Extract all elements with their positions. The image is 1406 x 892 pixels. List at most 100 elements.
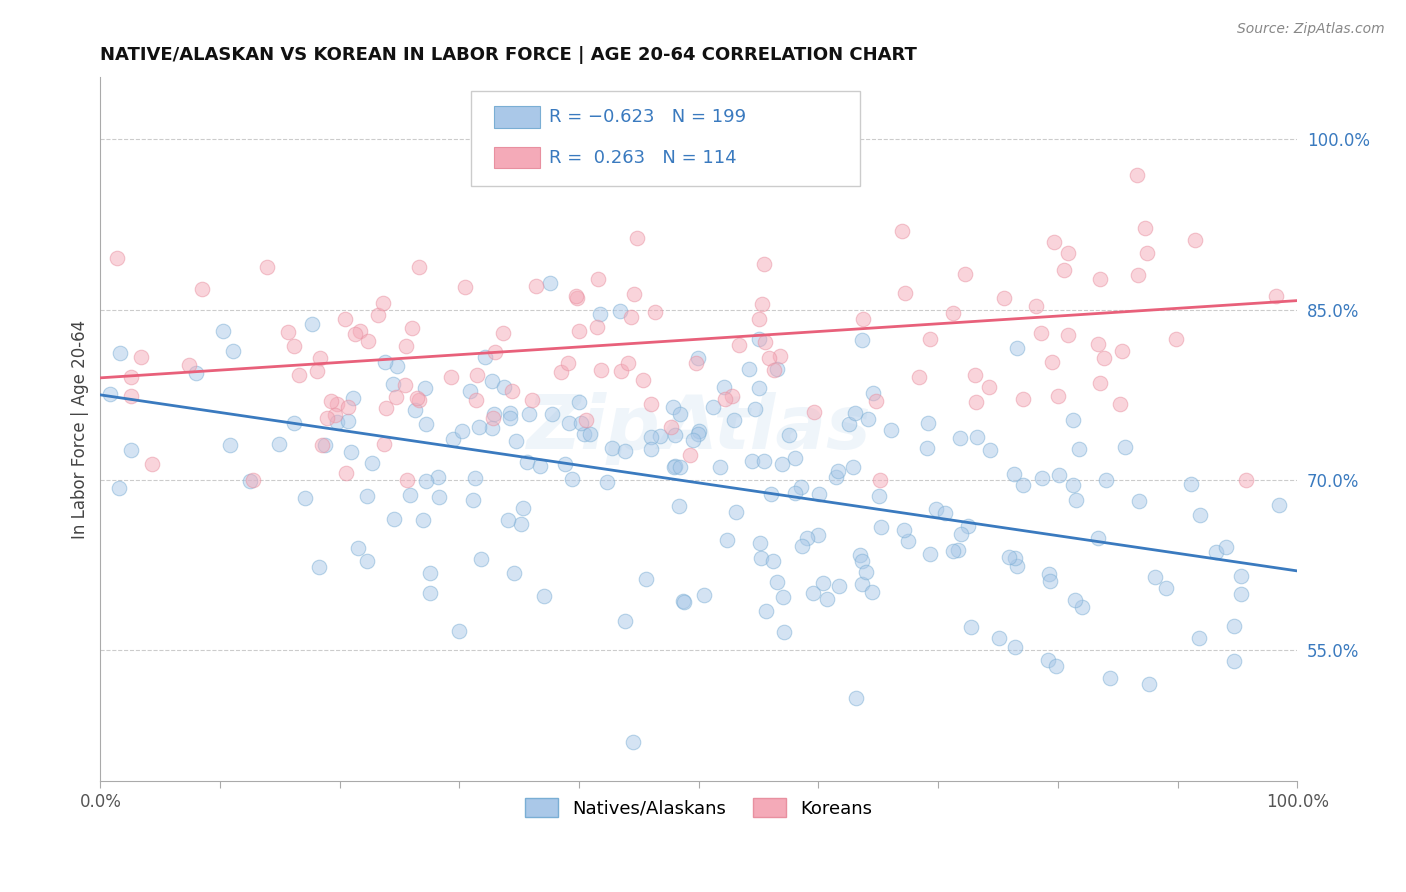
Point (342, 391, 364, 405)
Point (404, 402, 426, 417)
Point (412, 513, 434, 527)
Point (100, 387, 122, 401)
Point (474, 350, 496, 364)
Point (561, 472, 583, 486)
Text: Source: ZipAtlas.com: Source: ZipAtlas.com (1237, 22, 1385, 37)
Point (640, 430, 662, 444)
Point (1092, 351, 1115, 366)
Point (1136, 246, 1159, 260)
Point (301, 317, 323, 331)
Point (454, 280, 477, 294)
Point (758, 351, 780, 365)
Point (1069, 442, 1091, 456)
Point (481, 374, 503, 388)
Point (399, 488, 422, 502)
Point (669, 407, 692, 421)
Point (716, 533, 738, 548)
Point (815, 591, 838, 606)
Point (620, 310, 643, 325)
Text: R = −0.623   N = 199: R = −0.623 N = 199 (550, 108, 747, 126)
Point (806, 528, 828, 542)
Point (773, 624, 796, 639)
Point (1188, 508, 1211, 522)
Point (747, 332, 769, 346)
Point (499, 405, 522, 419)
Point (325, 408, 347, 422)
Point (679, 448, 702, 462)
Point (766, 574, 789, 589)
Point (953, 268, 976, 282)
Point (212, 324, 235, 338)
Point (1062, 478, 1084, 492)
Point (415, 474, 437, 488)
Point (688, 427, 710, 442)
Point (993, 291, 1015, 305)
Point (575, 413, 598, 427)
Point (862, 386, 884, 401)
Point (807, 486, 830, 500)
Point (492, 326, 515, 340)
Point (1126, 268, 1149, 283)
Point (131, 350, 153, 364)
Point (1012, 478, 1035, 492)
Point (1143, 570, 1166, 584)
Point (222, 344, 245, 359)
Point (724, 505, 747, 519)
Point (1087, 337, 1109, 351)
Point (987, 631, 1010, 645)
Point (337, 414, 360, 428)
Point (401, 321, 423, 335)
Point (239, 474, 262, 488)
Point (512, 500, 534, 515)
Point (851, 334, 873, 348)
Point (785, 486, 807, 500)
Point (550, 365, 572, 379)
Point (395, 473, 418, 487)
Point (778, 427, 800, 442)
Point (1004, 640, 1026, 654)
Point (1094, 474, 1116, 488)
Point (845, 690, 868, 705)
Point (856, 412, 879, 426)
Point (288, 368, 311, 383)
Point (382, 377, 405, 392)
Point (868, 489, 890, 503)
FancyBboxPatch shape (494, 106, 540, 128)
Point (361, 457, 384, 471)
Point (586, 320, 609, 334)
Point (662, 459, 685, 474)
Text: R =  0.263   N = 114: R = 0.263 N = 114 (550, 149, 737, 167)
Point (565, 289, 588, 303)
Point (790, 539, 813, 553)
Point (458, 384, 481, 398)
Point (1223, 654, 1246, 668)
Point (769, 349, 792, 363)
Point (1047, 467, 1070, 482)
Point (770, 457, 793, 471)
Point (1002, 467, 1025, 481)
Point (662, 400, 685, 414)
Point (468, 420, 491, 434)
Point (1062, 412, 1084, 426)
Point (626, 231, 648, 245)
Point (120, 369, 142, 384)
Point (427, 491, 450, 505)
Point (325, 397, 347, 411)
Point (283, 339, 305, 353)
Point (946, 542, 969, 557)
Point (609, 303, 631, 318)
Point (693, 588, 716, 602)
Point (218, 438, 240, 452)
Point (357, 334, 380, 348)
Point (915, 441, 938, 455)
Point (644, 304, 666, 318)
Point (1111, 343, 1133, 358)
Point (533, 589, 555, 603)
Point (801, 586, 824, 600)
Point (1166, 332, 1188, 346)
Point (1005, 558, 1028, 573)
Point (108, 481, 131, 495)
Text: NATIVE/ALASKAN VS KOREAN IN LABOR FORCE | AGE 20-64 CORRELATION CHART: NATIVE/ALASKAN VS KOREAN IN LABOR FORCE … (100, 46, 917, 64)
Point (554, 457, 576, 471)
Point (406, 391, 429, 405)
